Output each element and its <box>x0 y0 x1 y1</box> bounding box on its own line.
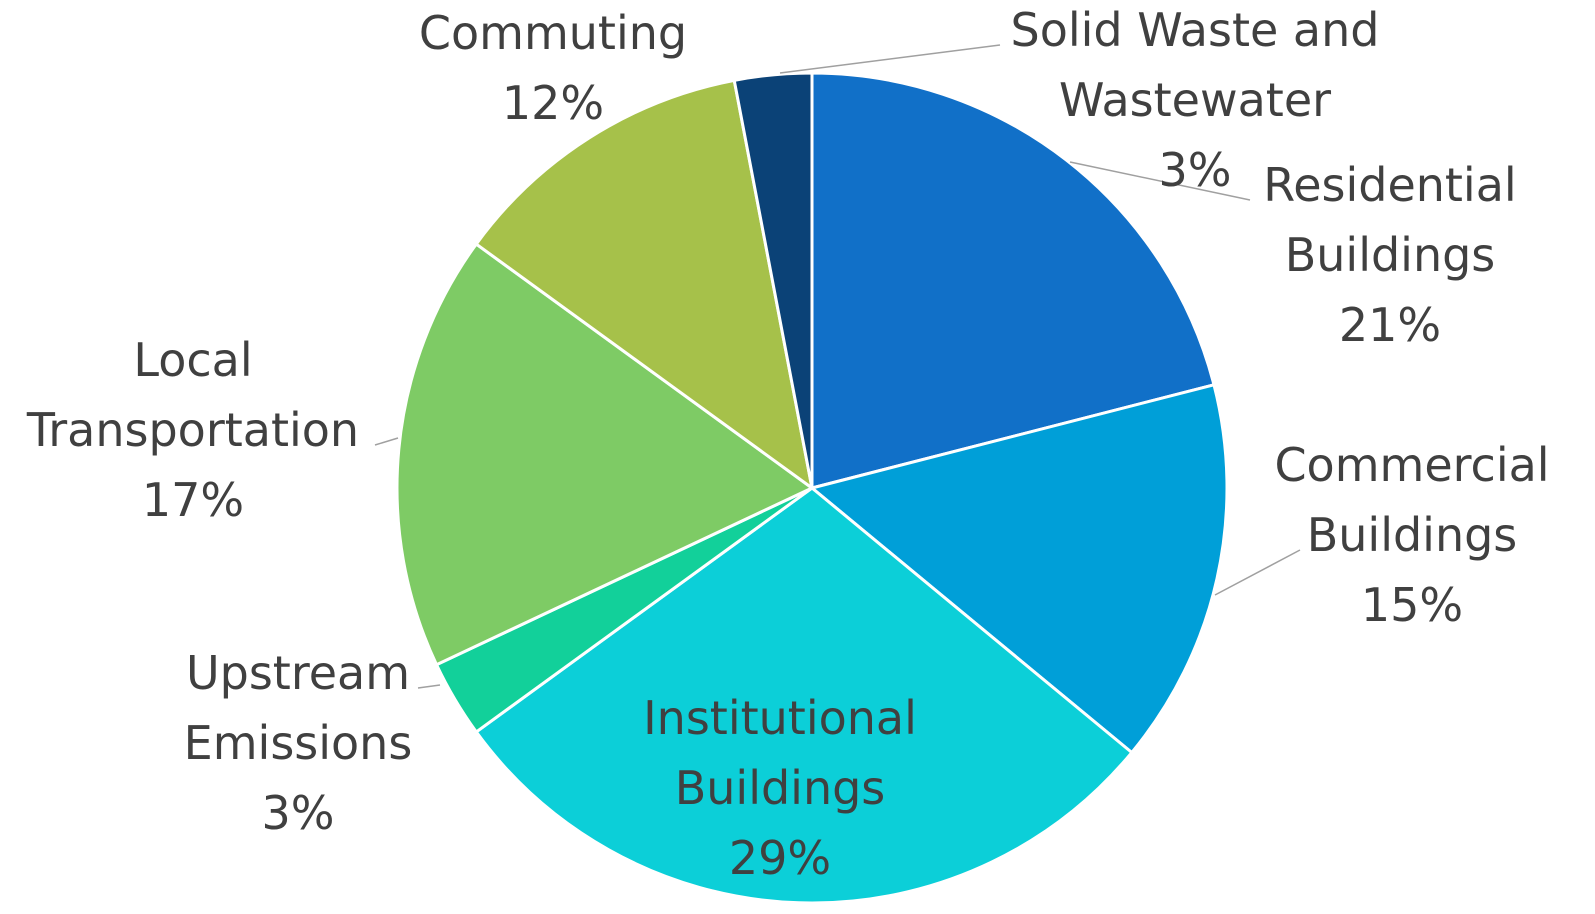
slice-label: Upstream Emissions 3% <box>163 638 433 848</box>
slice-label: Local Transportation 17% <box>3 325 383 535</box>
value-label: 21% <box>1338 298 1442 352</box>
leader-line <box>1069 161 1251 201</box>
category-name: Commuting <box>418 6 688 60</box>
value-label: 15% <box>1360 578 1464 632</box>
pie-slice <box>474 486 1134 905</box>
pie-slice <box>732 71 814 489</box>
leader-line <box>374 437 399 446</box>
leader-line <box>779 44 1001 74</box>
category-name: Local Transportation <box>26 333 360 457</box>
category-name: Solid Waste and Wastewater <box>1010 3 1380 127</box>
category-name: Upstream Emissions <box>183 646 413 770</box>
pie-slice <box>395 241 815 667</box>
leader-line <box>417 684 441 689</box>
category-name: Commercial Buildings <box>1274 438 1550 562</box>
value-label: 12% <box>501 76 605 130</box>
value-label: 3% <box>261 786 335 840</box>
slice-label: Commuting 12% <box>393 0 713 138</box>
value-label: 29% <box>728 831 832 885</box>
pie-slice <box>810 71 1216 490</box>
slice-label: Institutional Buildings 29% <box>620 683 940 893</box>
category-name: Residential Buildings <box>1263 158 1517 282</box>
slice-label: Residential Buildings 21% <box>1250 150 1530 360</box>
value-label: 3% <box>1158 143 1232 197</box>
leader-line <box>1214 549 1301 596</box>
category-name: Institutional Buildings <box>643 691 917 815</box>
slice-label: Commercial Buildings 15% <box>1252 430 1572 640</box>
slice-label: Solid Waste and Wastewater 3% <box>985 0 1405 205</box>
pie-slice <box>808 382 1229 755</box>
value-label: 17% <box>141 473 245 527</box>
pie-slice <box>474 78 815 492</box>
